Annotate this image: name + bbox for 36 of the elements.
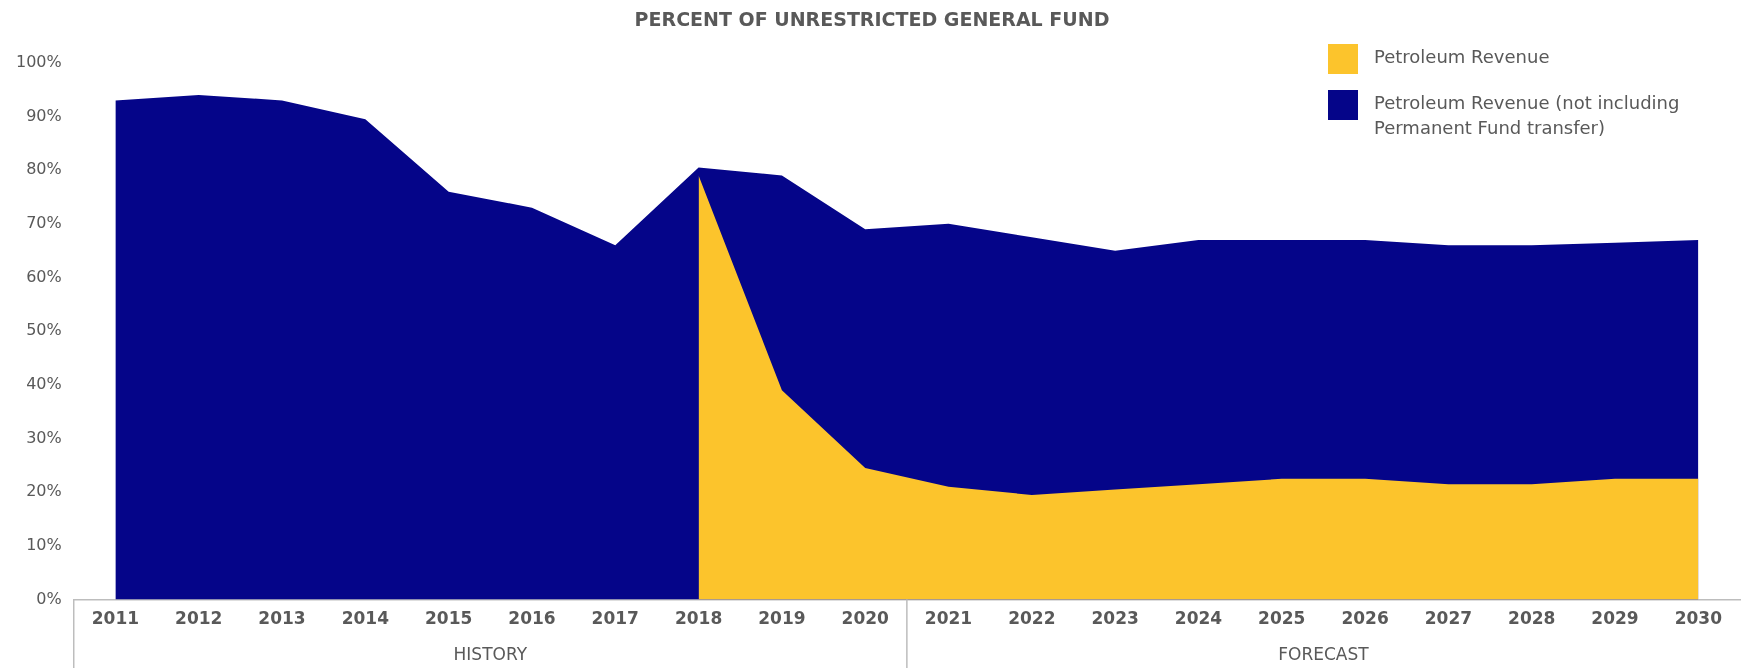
x-tick-label: 2021 bbox=[924, 608, 973, 629]
y-tick-label: 60% bbox=[26, 266, 62, 286]
y-tick-label: 100% bbox=[15, 51, 62, 71]
x-tick-label: 2028 bbox=[1508, 608, 1556, 629]
x-tick-label: 2025 bbox=[1258, 608, 1306, 629]
y-tick-label: 70% bbox=[26, 213, 62, 232]
y-tick-label: 20% bbox=[26, 481, 62, 501]
x-tick-label: 2017 bbox=[591, 608, 639, 629]
text: HISTORY bbox=[453, 644, 528, 665]
x-tick-label: 2027 bbox=[1424, 608, 1473, 629]
x-tick-label: 2024 bbox=[1174, 608, 1223, 629]
y-tick-label: 40% bbox=[26, 374, 62, 394]
x-tick-label: 2019 bbox=[758, 608, 806, 629]
y-tick-label: 90% bbox=[26, 105, 62, 125]
x-tick-label: 2018 bbox=[674, 608, 723, 629]
legend-label: Petroleum Revenue (not including Permanent Fund transfer) bbox=[1374, 91, 1681, 140]
text: FORECAST bbox=[1278, 644, 1370, 665]
x-tick-label: 2012 bbox=[175, 608, 223, 629]
chart-title: PERCENT OF UNRESTRICTED GENERAL FUND bbox=[634, 8, 1110, 31]
x-tick-label: 2020 bbox=[841, 608, 890, 629]
y-tick-label: 30% bbox=[26, 427, 62, 447]
x-tick-label: 2011 bbox=[91, 608, 140, 629]
x-tick-label: 2016 bbox=[508, 608, 556, 629]
y-tick-label: 10% bbox=[26, 535, 62, 555]
x-tick-label: 2013 bbox=[258, 608, 306, 629]
legend-label: Petroleum Revenue bbox=[1374, 45, 1550, 69]
y-tick-label: 50% bbox=[26, 320, 62, 340]
x-tick-label: 2030 bbox=[1674, 608, 1723, 629]
x-tick-label: 2022 bbox=[1008, 608, 1056, 629]
y-tick-label: 0% bbox=[36, 588, 62, 608]
x-tick-label: 2023 bbox=[1091, 608, 1139, 629]
x-tick-label: 2015 bbox=[424, 608, 473, 629]
y-tick-label: 80% bbox=[26, 159, 62, 179]
x-tick-label: 2014 bbox=[341, 608, 390, 629]
x-tick-label: 2026 bbox=[1341, 608, 1389, 629]
x-tick-label: 2029 bbox=[1591, 608, 1639, 629]
